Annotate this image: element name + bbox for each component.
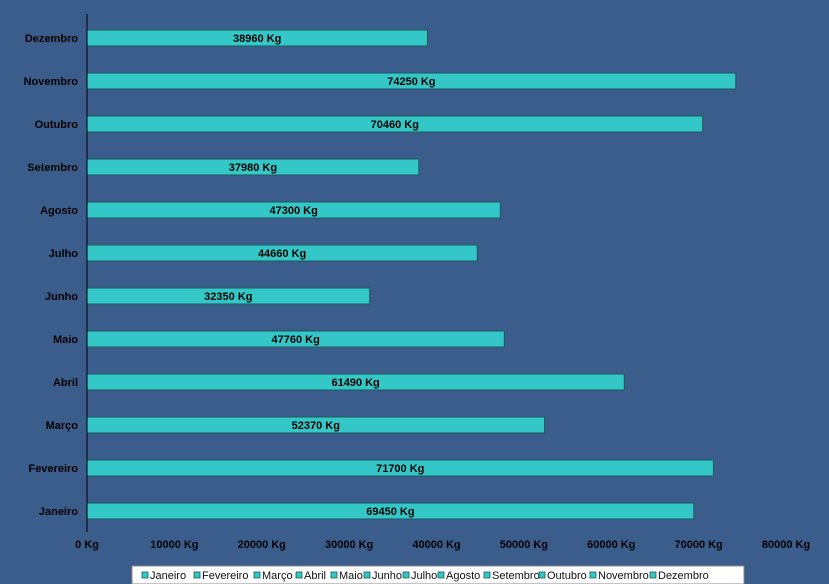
legend-swatch — [253, 571, 261, 579]
data-label-janeiro: 69450 Kg — [366, 506, 414, 518]
category-label-janeiro: Janeiro — [39, 506, 78, 518]
legend-swatch — [193, 571, 201, 579]
category-label-agosto: Agosto — [40, 205, 78, 217]
x-axis-ticks: 0 Kg 10000 Kg 20000 Kg 30000 Kg 40000 Kg 5000… — [75, 539, 810, 551]
x-tick-label: 30000 Kg — [325, 539, 373, 551]
legend-entry-novembro: Novembro — [598, 570, 649, 582]
legend-swatch — [538, 571, 546, 579]
data-label-agosto: 47300 Kg — [269, 205, 317, 217]
data-label-junho: 32350 Kg — [204, 291, 252, 303]
legend-entry-fevereiro: Fevereiro — [202, 570, 248, 582]
category-label-maio: Maio — [53, 334, 78, 346]
data-label-fevereiro: 71700 Kg — [376, 463, 424, 475]
legend-entry-abril: Abril — [304, 570, 326, 582]
legend: Janeiro Fevereiro Março Abril Maio Junho Julho… — [131, 565, 745, 584]
x-tick-label: 40000 Kg — [412, 539, 460, 551]
legend-entry-julho: Julho — [411, 570, 437, 582]
x-tick-label: 0 Kg — [75, 539, 99, 551]
data-labels: 69450 Kg 71700 Kg 52370 Kg 61490 Kg 47760 Kg… — [204, 33, 435, 518]
legend-swatch — [483, 571, 491, 579]
data-label-maio: 47760 Kg — [271, 334, 319, 346]
x-tick-label: 60000 Kg — [587, 539, 635, 551]
data-label-novembro: 74250 Kg — [387, 76, 435, 88]
legend-swatch — [295, 571, 303, 579]
data-label-julho: 44660 Kg — [258, 248, 306, 260]
legend-entry-setembro: Setembro — [492, 570, 540, 582]
x-tick-label: 10000 Kg — [150, 539, 198, 551]
data-label-dezembro: 38960 Kg — [233, 33, 281, 45]
category-label-setembro: Setembro — [27, 162, 78, 174]
legend-entry-dezembro: Dezembro — [658, 570, 709, 582]
category-label-março: Março — [46, 420, 79, 432]
legend-swatch — [402, 571, 410, 579]
x-tick-label: 50000 Kg — [500, 539, 548, 551]
category-label-fevereiro: Fevereiro — [28, 463, 78, 475]
category-label-novembro: Novembro — [24, 76, 79, 88]
x-tick-label: 80000 Kg — [762, 539, 810, 551]
legend-entry-outubro: Outubro — [547, 570, 587, 582]
category-label-julho: Julho — [49, 248, 79, 260]
legend-swatch — [330, 571, 338, 579]
legend-swatch — [141, 571, 149, 579]
category-label-dezembro: Dezembro — [25, 33, 78, 45]
category-label-abril: Abril — [53, 377, 78, 389]
x-tick-label: 70000 Kg — [674, 539, 722, 551]
data-label-abril: 61490 Kg — [331, 377, 379, 389]
legend-entry-janeiro: Janeiro — [150, 570, 186, 582]
legend-entry-junho: Junho — [372, 570, 402, 582]
legend-swatch — [363, 571, 371, 579]
data-label-setembro: 37980 Kg — [229, 162, 277, 174]
category-labels: Janeiro Fevereiro Março Abril Maio Junho Julho… — [24, 33, 79, 518]
legend-swatch — [437, 571, 445, 579]
legend-entry-agosto: Agosto — [446, 570, 480, 582]
x-tick-label: 20000 Kg — [238, 539, 286, 551]
legend-entry-março: Março — [262, 570, 293, 582]
data-label-março: 52370 Kg — [292, 420, 340, 432]
data-label-outubro: 70460 Kg — [371, 119, 419, 131]
legend-swatch — [649, 571, 657, 579]
category-label-junho: Junho — [45, 291, 78, 303]
category-label-outubro: Outubro — [35, 119, 79, 131]
legend-entry-maio: Maio — [339, 570, 363, 582]
legend-swatch — [589, 571, 597, 579]
